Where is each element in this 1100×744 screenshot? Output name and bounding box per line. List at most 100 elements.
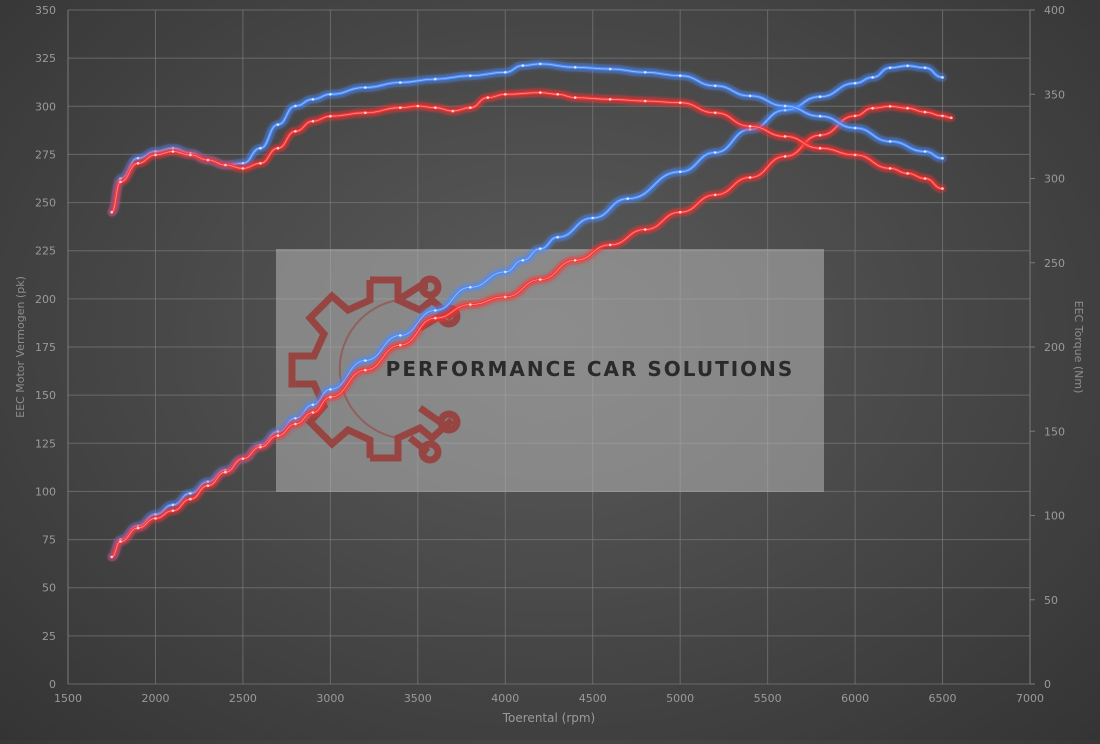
y-tick-label: 325 xyxy=(35,52,56,65)
x-tick-label: 2000 xyxy=(141,692,169,705)
series-line-glow xyxy=(107,88,947,217)
y-tick-label: 100 xyxy=(35,485,56,498)
data-point xyxy=(294,422,297,426)
data-point xyxy=(469,74,472,77)
data-point xyxy=(416,104,420,108)
x-tick-label: 7000 xyxy=(1016,692,1044,705)
data-point xyxy=(643,71,647,74)
y-tick-label: 350 xyxy=(35,4,56,17)
data-point xyxy=(241,167,245,170)
data-point xyxy=(871,106,874,110)
data-point xyxy=(906,106,909,110)
data-point xyxy=(504,295,507,299)
y-tick-label: 50 xyxy=(42,582,56,595)
data-point xyxy=(171,150,175,153)
data-point xyxy=(276,146,280,150)
y2-tick-label: 150 xyxy=(1044,425,1065,438)
data-point xyxy=(434,77,437,81)
y2-axis-label: EEC Torque (Nm) xyxy=(1072,301,1085,394)
data-point xyxy=(539,91,542,94)
data-point xyxy=(154,150,157,153)
data-point xyxy=(399,343,402,347)
x-tick-label: 5000 xyxy=(666,692,694,705)
data-point xyxy=(608,243,612,247)
data-point xyxy=(119,540,122,543)
data-point xyxy=(224,163,227,167)
data-point xyxy=(818,146,822,150)
data-point xyxy=(119,177,122,180)
series-lines xyxy=(107,59,956,562)
data-point xyxy=(110,555,113,559)
y-tick-label: 250 xyxy=(35,197,56,210)
data-point xyxy=(818,133,822,137)
data-point xyxy=(818,95,822,98)
data-point xyxy=(276,123,280,126)
y-tick-label: 200 xyxy=(35,293,56,306)
data-point xyxy=(678,101,682,104)
data-point xyxy=(748,128,752,131)
y-tick-label: 125 xyxy=(35,437,56,450)
data-point xyxy=(259,162,262,165)
data-point xyxy=(504,270,507,274)
data-point xyxy=(329,395,332,399)
y2-tick-label: 200 xyxy=(1044,341,1065,354)
data-point xyxy=(906,172,909,175)
data-point xyxy=(941,114,944,118)
data-point xyxy=(608,98,612,101)
data-point xyxy=(434,309,437,312)
data-point xyxy=(626,197,629,200)
x-tick-label: 6000 xyxy=(841,692,869,705)
data-point xyxy=(364,86,367,89)
data-point xyxy=(294,417,297,420)
data-point xyxy=(888,140,892,143)
data-point xyxy=(941,187,944,190)
data-point xyxy=(678,74,682,77)
data-point xyxy=(206,158,210,162)
data-point xyxy=(189,153,192,157)
data-point xyxy=(451,109,455,113)
data-point xyxy=(189,497,192,501)
data-point xyxy=(923,150,927,153)
data-point xyxy=(399,106,402,109)
data-point xyxy=(713,193,717,197)
data-point xyxy=(941,76,944,79)
y-axis-label: EEC Motor Vermogen (pk) xyxy=(14,276,27,418)
data-point xyxy=(608,67,612,71)
y-tick-label: 0 xyxy=(49,678,56,691)
data-point xyxy=(434,106,437,109)
data-point xyxy=(504,93,507,96)
y2-tick-label: 350 xyxy=(1044,88,1065,101)
x-tick-label: 5500 xyxy=(754,692,782,705)
data-point xyxy=(469,286,472,289)
data-point xyxy=(888,167,892,170)
data-point xyxy=(486,96,490,99)
x-tick-label: 6500 xyxy=(929,692,957,705)
data-point xyxy=(171,146,175,150)
data-point xyxy=(276,434,280,437)
data-point xyxy=(241,457,245,461)
x-tick-label: 4500 xyxy=(579,692,607,705)
data-point xyxy=(241,162,245,165)
data-point xyxy=(888,66,892,70)
data-point xyxy=(329,114,332,118)
data-point xyxy=(521,259,525,262)
data-point xyxy=(224,470,227,474)
x-tick-label: 1500 xyxy=(54,692,82,705)
x-tick-label: 3000 xyxy=(316,692,344,705)
data-point xyxy=(154,153,157,157)
data-point xyxy=(713,84,717,88)
data-point xyxy=(294,130,297,133)
data-point xyxy=(783,108,787,112)
data-point xyxy=(923,177,927,180)
data-point xyxy=(311,119,315,123)
x-tick-label: 3500 xyxy=(404,692,432,705)
data-point xyxy=(469,106,472,109)
data-point xyxy=(311,98,315,101)
y-tick-label: 150 xyxy=(35,389,56,402)
data-point xyxy=(206,484,210,488)
data-point xyxy=(591,216,594,220)
data-point xyxy=(171,509,175,512)
watermark-text: PERFORMANCE CAR SOLUTIONS xyxy=(386,357,795,381)
data-point xyxy=(539,247,542,251)
